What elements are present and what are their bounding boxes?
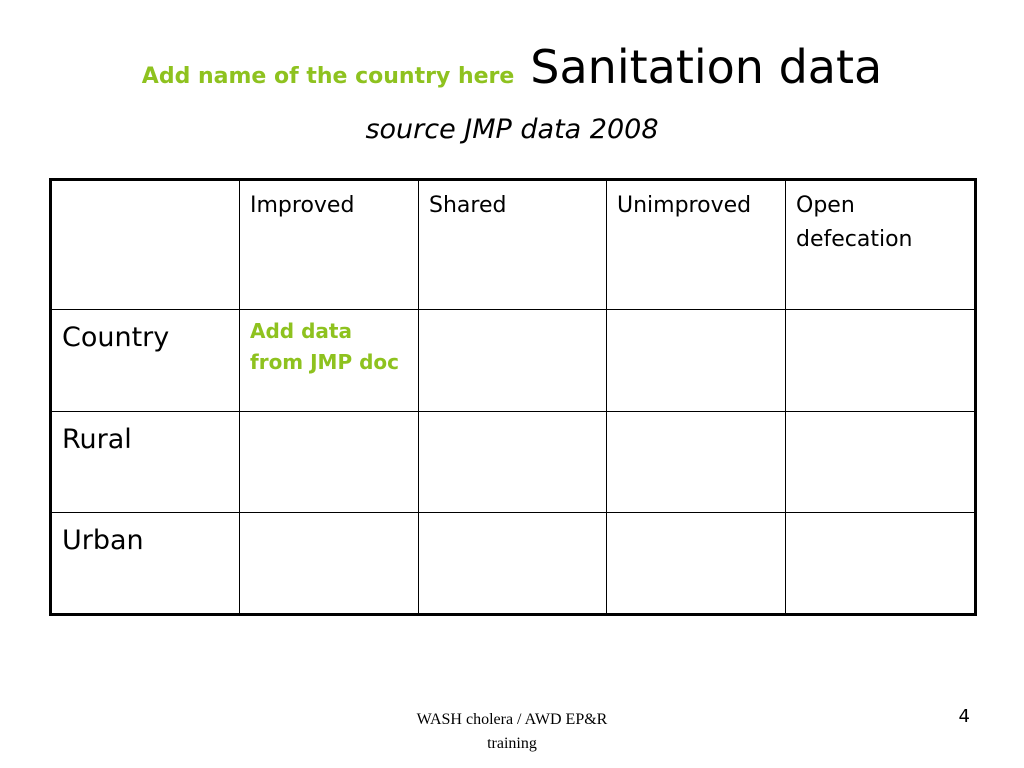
row-label-country: Country	[50, 309, 240, 412]
cell-country-open-defecation	[785, 309, 976, 412]
header-cell-unimproved: Unimproved	[606, 179, 786, 310]
cell-country-unimproved	[606, 309, 786, 412]
header-cell-improved: Improved	[239, 179, 419, 310]
table-row-urban: Urban	[50, 512, 976, 615]
cell-rural-shared	[418, 411, 607, 513]
header-cell-empty	[50, 179, 240, 310]
cell-rural-open-defecation	[785, 411, 976, 513]
row-label-urban: Urban	[50, 512, 240, 615]
cell-rural-unimproved	[606, 411, 786, 513]
sanitation-table: Improved Shared Unimproved Open defecati…	[49, 178, 977, 616]
cell-country-shared	[418, 309, 607, 412]
row-label-rural: Rural	[50, 411, 240, 513]
slide-footer: WASH cholera / AWD EP&R training	[380, 708, 644, 756]
table-row-rural: Rural	[50, 411, 976, 513]
cell-urban-shared	[418, 512, 607, 615]
header-cell-shared: Shared	[418, 179, 607, 310]
header-cell-open-defecation: Open defecation	[785, 179, 976, 310]
country-placeholder-note: Add name of the country here	[141, 64, 515, 89]
slide-title: Sanitation data	[530, 40, 883, 94]
table-header-row: Improved Shared Unimproved Open defecati…	[50, 179, 976, 310]
slide-title-line: Add name of the country here Sanitation d…	[0, 40, 1024, 94]
slide-subtitle: source JMP data 2008	[365, 114, 659, 145]
footer-line-2: training	[487, 735, 537, 752]
cell-urban-improved	[239, 512, 419, 615]
cell-country-improved: Add data from JMP doc	[239, 309, 419, 412]
cell-rural-improved	[239, 411, 419, 513]
table-row-country: Country Add data from JMP doc	[50, 309, 976, 412]
slide-page-number: 4	[958, 706, 970, 727]
footer-line-1: WASH cholera / AWD EP&R	[416, 711, 608, 728]
cell-urban-unimproved	[606, 512, 786, 615]
cell-urban-open-defecation	[785, 512, 976, 615]
